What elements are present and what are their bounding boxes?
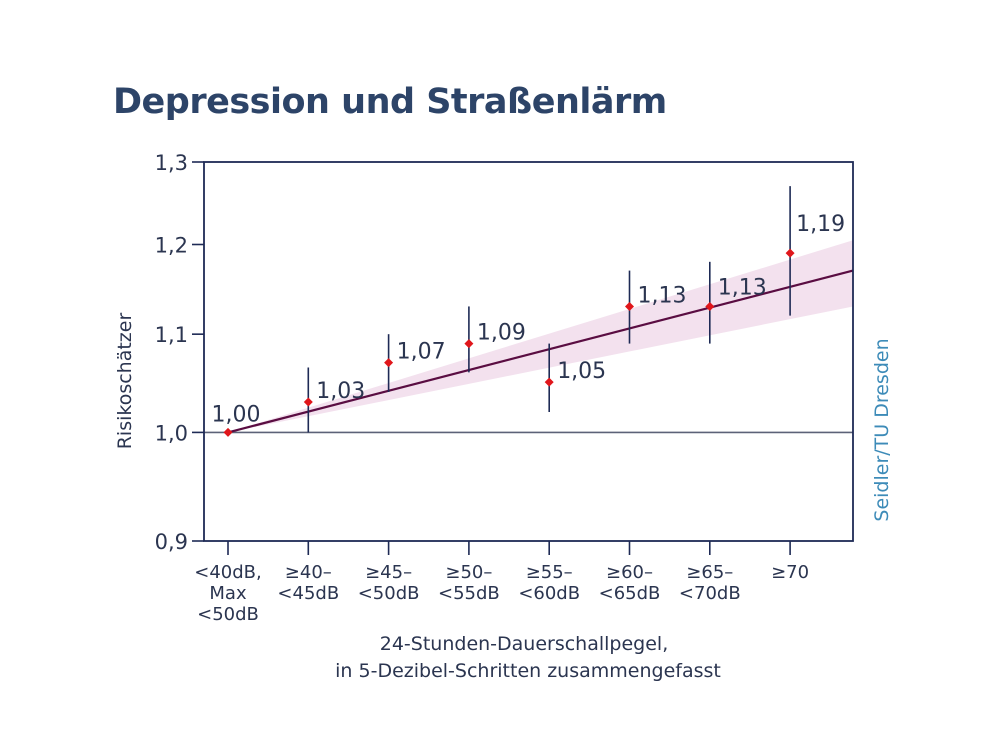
credit-text: Seidler/TU Dresden: [871, 338, 893, 521]
data-label: 1,00: [212, 402, 261, 427]
x-tick-label: ≥40–: [285, 562, 332, 583]
x-tick-label: ≥55–: [526, 562, 573, 583]
data-label: 1,07: [397, 340, 446, 365]
x-tick-label: <50dB: [197, 604, 259, 625]
x-tick-label: <70dB: [679, 583, 741, 604]
x-tick-label: <40dB,: [194, 562, 261, 583]
data-point: [223, 427, 233, 437]
data-label: 1,03: [316, 379, 365, 404]
data-label: 1,19: [796, 212, 845, 237]
y-axis-title: Risikoschätzer: [114, 313, 136, 450]
x-tick-label: <50dB: [358, 583, 420, 604]
data-point: [384, 358, 394, 368]
data-point: [464, 339, 474, 349]
x-tick-label: Max: [209, 583, 247, 604]
data-point: [544, 377, 554, 387]
x-tick-label: <55dB: [438, 583, 500, 604]
data-label: 1,13: [638, 283, 687, 308]
data-label: 1,13: [718, 275, 767, 300]
x-axis-title-line1: 24-Stunden-Dauerschallpegel,: [380, 633, 669, 655]
y-tick-label: 1,2: [155, 233, 188, 257]
x-tick-label: <65dB: [599, 583, 661, 604]
chart-title: Depression und Straßenlärm: [113, 82, 667, 122]
y-tick-label: 1,0: [155, 421, 188, 445]
x-tick-label: ≥50–: [445, 562, 492, 583]
confidence-band: [228, 240, 853, 433]
y-tick-label: 0,9: [155, 530, 188, 554]
data-label: 1,09: [477, 321, 526, 346]
data-point: [625, 301, 634, 311]
x-tick-label: ≥70: [771, 562, 809, 583]
x-tick-label: ≥60–: [606, 562, 653, 583]
y-tick-label: 1,3: [155, 151, 188, 175]
x-tick-label: <45dB: [277, 583, 339, 604]
x-tick-label: ≥45–: [365, 562, 412, 583]
trend-line: [227, 269, 854, 434]
plot-frame: [203, 161, 854, 542]
data-point: [705, 301, 715, 311]
data-label: 1,05: [557, 359, 606, 384]
x-tick-label: ≥65–: [686, 562, 733, 583]
x-axis-title-line2: in 5-Dezibel-Schritten zusammengefasst: [335, 660, 721, 682]
y-tick-label: 1,1: [155, 323, 188, 347]
data-point: [785, 248, 795, 258]
data-point: [303, 397, 313, 407]
x-tick-label: <60dB: [518, 583, 580, 604]
